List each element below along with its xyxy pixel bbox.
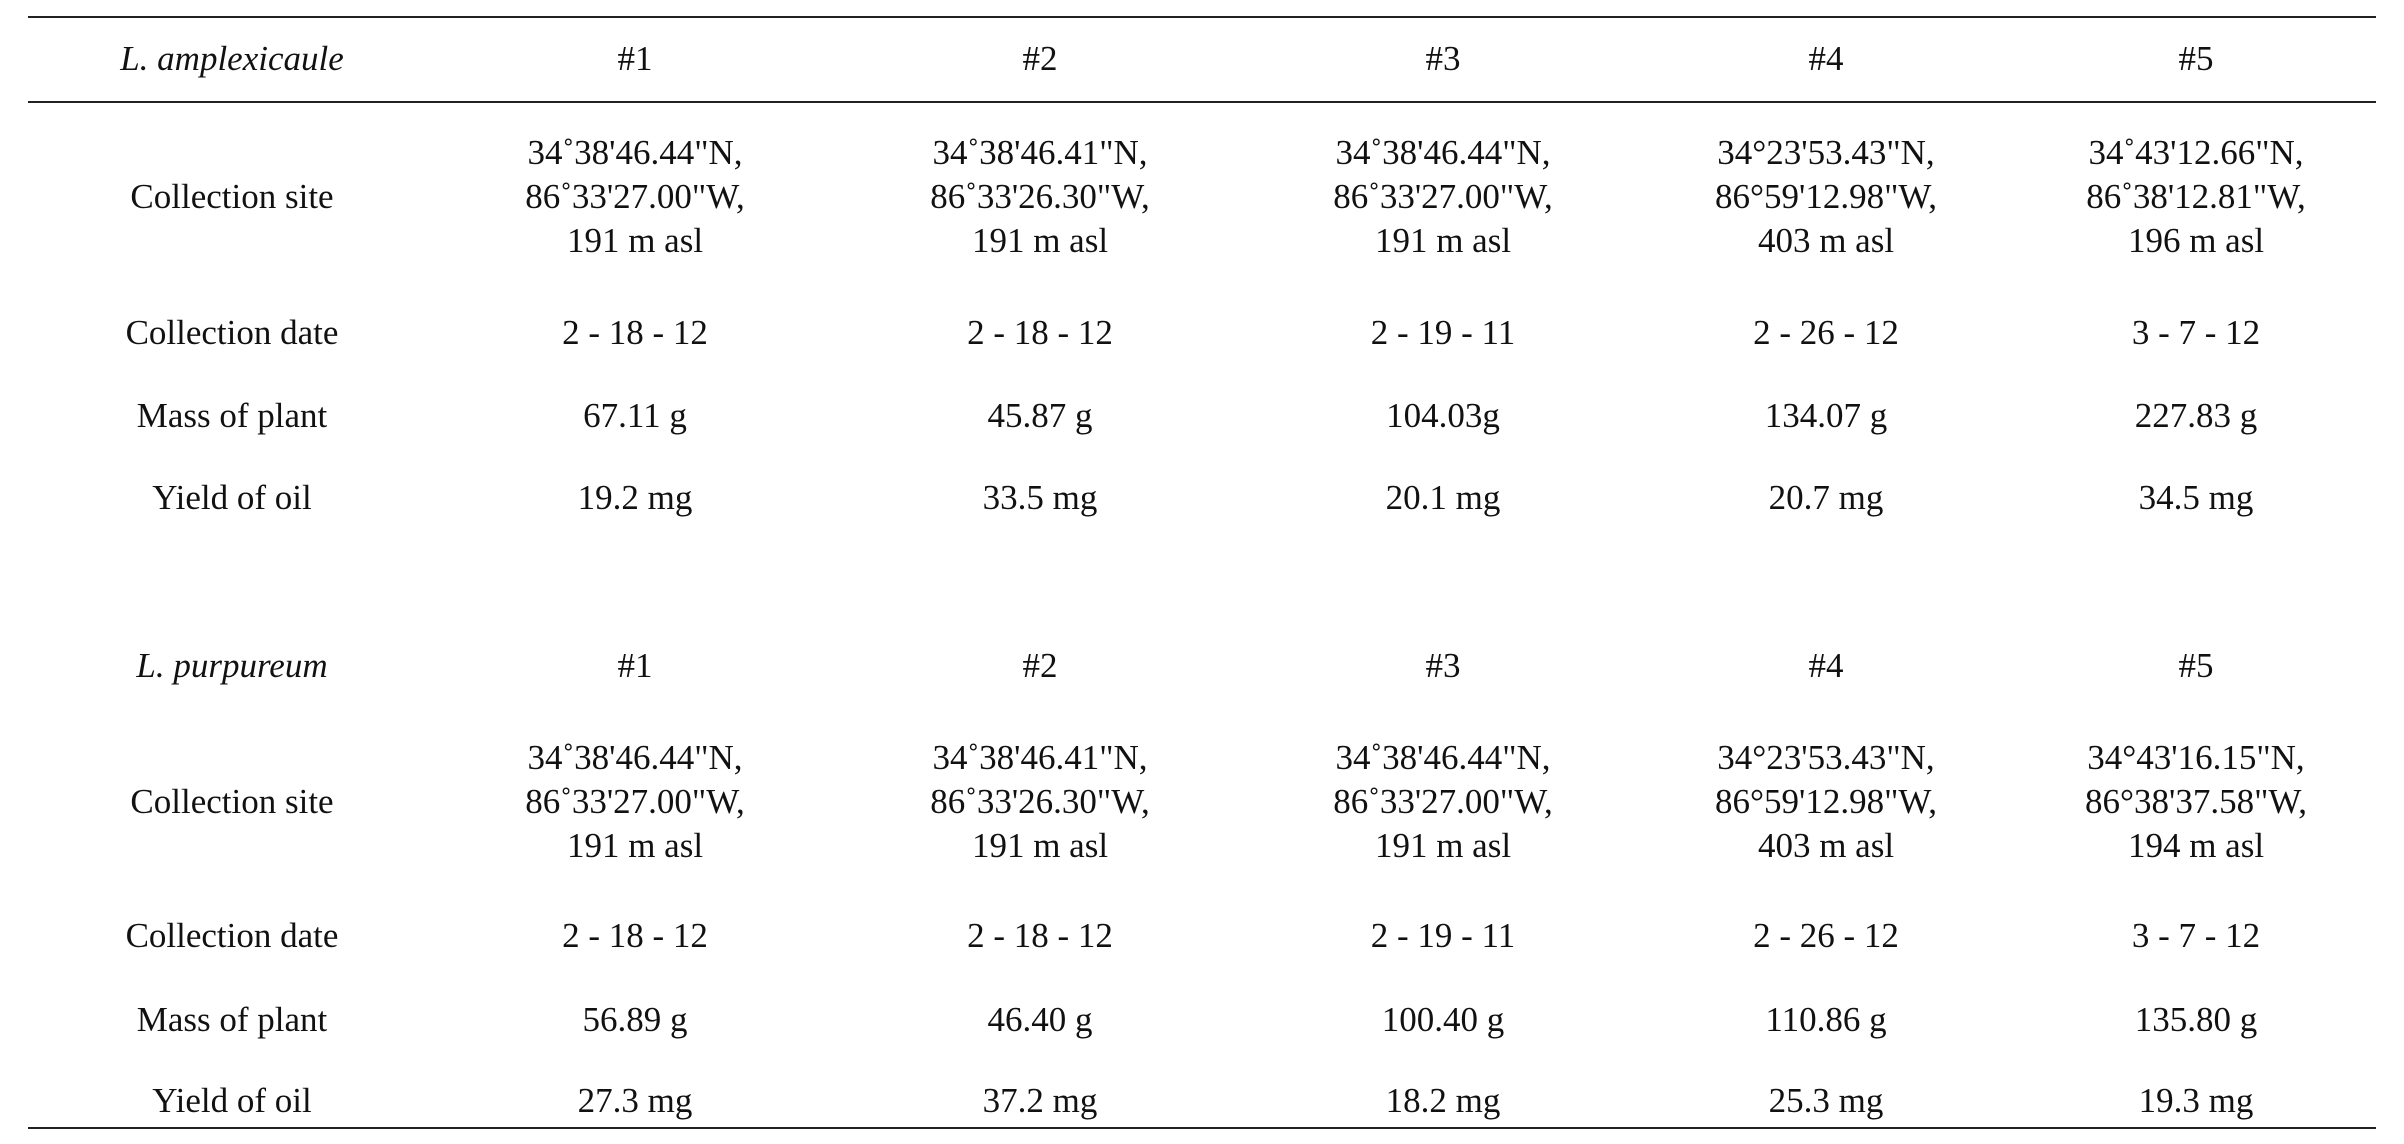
row-label: Mass of plant	[136, 1000, 328, 1039]
species-header: L. amplexicaule	[120, 39, 344, 78]
column-header: #5	[2178, 646, 2214, 685]
table-cell: 34˚38'46.44"N, 86˚33'27.00"W, 191 m asl	[1333, 131, 1553, 263]
table-cell: 104.03g	[1386, 396, 1500, 435]
table-cell: 2 - 18 - 12	[967, 916, 1113, 955]
column-header: #3	[1425, 39, 1461, 78]
cell-line: 86˚33'26.30"W,	[930, 177, 1150, 216]
table-cell: 33.5 mg	[982, 478, 1098, 517]
column-header: #3	[1425, 646, 1461, 685]
column-header: #4	[1808, 646, 1844, 685]
table-header-rule	[28, 101, 2376, 103]
cell-line: 34˚38'46.44"N,	[1335, 133, 1551, 172]
table-cell: 25.3 mg	[1768, 1081, 1884, 1120]
table-cell: 20.1 mg	[1385, 478, 1501, 517]
cell-line: 191 m asl	[566, 221, 704, 260]
table-cell: 110.86 g	[1765, 1000, 1887, 1039]
table-cell: 3 - 7 - 12	[2131, 313, 2261, 352]
cell-line: 86˚33'26.30"W,	[930, 782, 1150, 821]
table-cell: 34°23'53.43"N, 86°59'12.98"W, 403 m asl	[1715, 131, 1937, 263]
cell-line: 194 m asl	[2127, 826, 2265, 865]
table-cell: 2 - 19 - 11	[1370, 916, 1516, 955]
species-header: L. purpureum	[136, 646, 328, 685]
table-cell: 18.2 mg	[1385, 1081, 1501, 1120]
row-label: Yield of oil	[152, 1081, 312, 1120]
cell-line: 86˚33'27.00"W,	[525, 177, 745, 216]
table-cell: 34˚43'12.66"N, 86˚38'12.81"W, 196 m asl	[2086, 131, 2306, 263]
cell-line: 191 m asl	[1374, 221, 1512, 260]
cell-line: 86°38'37.58"W,	[2085, 782, 2307, 821]
table-cell: 3 - 7 - 12	[2131, 916, 2261, 955]
table-cell: 34°23'53.43"N, 86°59'12.98"W, 403 m asl	[1715, 736, 1937, 868]
table-cell: 134.07 g	[1764, 396, 1888, 435]
cell-line: 34˚38'46.44"N,	[527, 133, 743, 172]
table-cell: 34˚38'46.41"N, 86˚33'26.30"W, 191 m asl	[930, 131, 1150, 263]
cell-line: 86˚33'27.00"W,	[525, 782, 745, 821]
row-label: Yield of oil	[152, 478, 312, 517]
cell-line: 86°59'12.98"W,	[1715, 782, 1937, 821]
table-cell: 2 - 26 - 12	[1753, 916, 1899, 955]
table-cell: 67.11 g	[583, 396, 687, 435]
cell-line: 34°23'53.43"N,	[1717, 133, 1935, 172]
cell-line: 191 m asl	[971, 221, 1109, 260]
cell-line: 191 m asl	[971, 826, 1109, 865]
row-label: Collection date	[125, 916, 339, 955]
cell-line: 403 m asl	[1757, 221, 1895, 260]
table-bottom-rule	[28, 1127, 2376, 1129]
row-label: Collection date	[125, 313, 339, 352]
table-cell: 135.80 g	[2134, 1000, 2258, 1039]
table-cell: 56.89 g	[582, 1000, 688, 1039]
cell-line: 34˚38'46.41"N,	[932, 738, 1148, 777]
table-cell: 34˚38'46.44"N, 86˚33'27.00"W, 191 m asl	[1333, 736, 1553, 868]
cell-line: 196 m asl	[2127, 221, 2265, 260]
cell-line: 191 m asl	[566, 826, 704, 865]
row-label: Mass of plant	[136, 396, 328, 435]
table-cell: 2 - 18 - 12	[562, 916, 708, 955]
table-cell: 34°43'16.15"N, 86°38'37.58"W, 194 m asl	[2085, 736, 2307, 868]
table-cell: 2 - 26 - 12	[1753, 313, 1899, 352]
column-header: #1	[617, 646, 653, 685]
column-header: #2	[1022, 39, 1058, 78]
cell-line: 34˚43'12.66"N,	[2088, 133, 2304, 172]
cell-line: 34˚38'46.41"N,	[932, 133, 1148, 172]
cell-line: 191 m asl	[1374, 826, 1512, 865]
cell-line: 34˚38'46.44"N,	[1335, 738, 1551, 777]
cell-line: 86˚33'27.00"W,	[1333, 782, 1553, 821]
table-cell: 45.87 g	[987, 396, 1093, 435]
table-cell: 27.3 mg	[577, 1081, 693, 1120]
row-label: Collection site	[130, 782, 334, 821]
table-cell: 34˚38'46.44"N, 86˚33'27.00"W, 191 m asl	[525, 131, 745, 263]
table-cell: 19.2 mg	[577, 478, 693, 517]
table-cell: 2 - 19 - 11	[1370, 313, 1516, 352]
column-header: #2	[1022, 646, 1058, 685]
row-label: Collection site	[130, 177, 334, 216]
cell-line: 403 m asl	[1757, 826, 1895, 865]
table-cell: 227.83 g	[2134, 396, 2258, 435]
cell-line: 34°23'53.43"N,	[1717, 738, 1935, 777]
column-header: #1	[617, 39, 653, 78]
column-header: #5	[2178, 39, 2214, 78]
table-cell: 100.40 g	[1381, 1000, 1505, 1039]
table-cell: 2 - 18 - 12	[562, 313, 708, 352]
cell-line: 86°59'12.98"W,	[1715, 177, 1937, 216]
cell-line: 34°43'16.15"N,	[2087, 738, 2305, 777]
table-cell: 20.7 mg	[1768, 478, 1884, 517]
cell-line: 34˚38'46.44"N,	[527, 738, 743, 777]
table-cell: 34˚38'46.41"N, 86˚33'26.30"W, 191 m asl	[930, 736, 1150, 868]
cell-line: 86˚38'12.81"W,	[2086, 177, 2306, 216]
cell-line: 86˚33'27.00"W,	[1333, 177, 1553, 216]
table-cell: 34˚38'46.44"N, 86˚33'27.00"W, 191 m asl	[525, 736, 745, 868]
table-cell: 37.2 mg	[982, 1081, 1098, 1120]
table-cell: 34.5 mg	[2138, 478, 2254, 517]
table-cell: 19.3 mg	[2138, 1081, 2254, 1120]
table-top-rule	[28, 16, 2376, 18]
table-cell: 46.40 g	[987, 1000, 1093, 1039]
table-cell: 2 - 18 - 12	[967, 313, 1113, 352]
column-header: #4	[1808, 39, 1844, 78]
